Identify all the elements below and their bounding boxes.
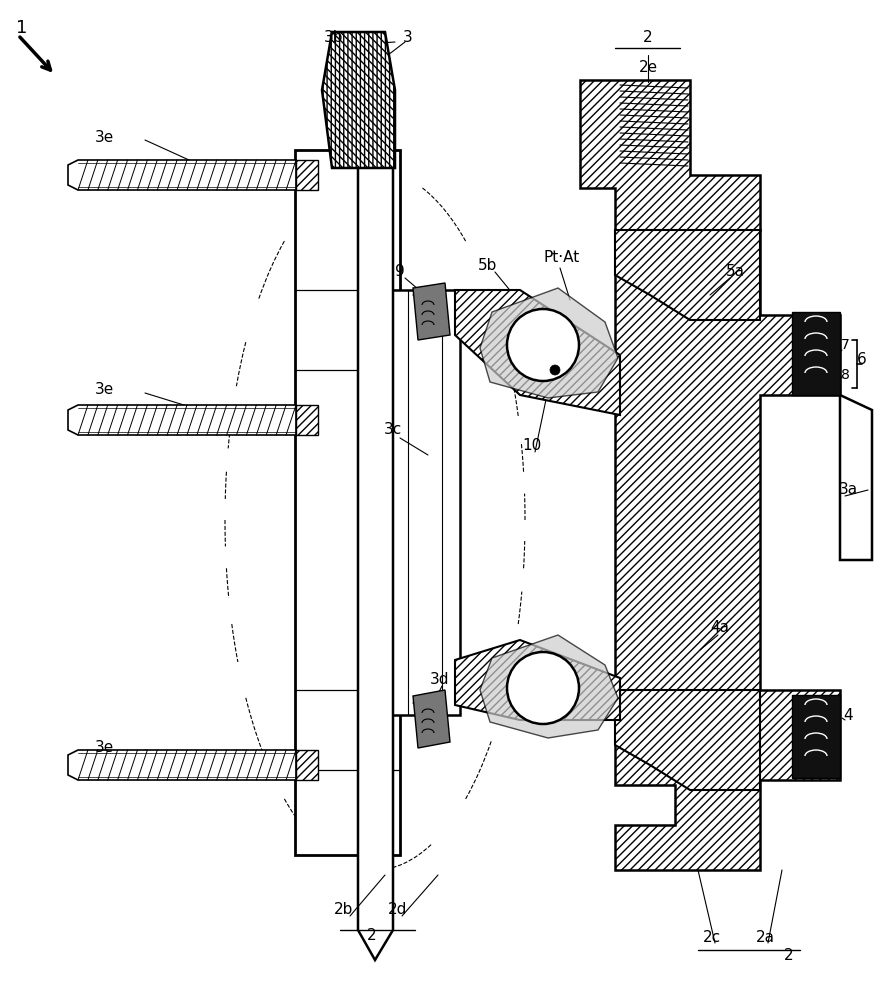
Text: Pt·At: Pt·At (544, 250, 580, 265)
Polygon shape (322, 32, 395, 168)
Polygon shape (358, 150, 393, 960)
Polygon shape (480, 635, 618, 738)
Polygon shape (792, 695, 840, 778)
Text: 3d: 3d (430, 672, 449, 688)
Text: 4: 4 (843, 708, 853, 722)
Polygon shape (455, 290, 620, 415)
Text: 3b: 3b (324, 30, 343, 45)
Polygon shape (68, 405, 296, 435)
Text: 3a: 3a (839, 483, 857, 497)
Text: 2b: 2b (335, 902, 354, 918)
Polygon shape (296, 405, 318, 435)
Circle shape (550, 365, 560, 375)
Text: 3e: 3e (94, 382, 114, 397)
Text: 6: 6 (857, 353, 867, 367)
Polygon shape (615, 230, 840, 870)
Polygon shape (480, 288, 618, 398)
Text: 3c: 3c (384, 422, 402, 438)
Polygon shape (413, 690, 450, 748)
Text: 2: 2 (367, 928, 377, 944)
Text: 8: 8 (841, 368, 849, 382)
Text: 10: 10 (523, 438, 541, 452)
Polygon shape (792, 312, 840, 395)
Polygon shape (295, 150, 400, 855)
Text: 3e: 3e (94, 130, 114, 145)
Text: 2: 2 (643, 30, 653, 45)
Text: 2: 2 (784, 948, 794, 962)
Polygon shape (68, 750, 296, 780)
Polygon shape (580, 80, 760, 230)
Circle shape (507, 652, 579, 724)
Polygon shape (455, 640, 620, 720)
Polygon shape (296, 160, 318, 190)
Text: 7: 7 (841, 338, 849, 352)
Polygon shape (296, 750, 318, 780)
Text: 3e: 3e (94, 740, 114, 756)
Text: 2c: 2c (703, 930, 721, 944)
Text: 3: 3 (404, 30, 413, 45)
Text: 5b: 5b (479, 257, 498, 272)
Polygon shape (68, 160, 296, 190)
Text: 4a: 4a (711, 620, 729, 636)
Polygon shape (615, 230, 760, 320)
Text: 2a: 2a (756, 930, 774, 944)
Text: 5a: 5a (726, 264, 744, 279)
Text: 2e: 2e (638, 60, 658, 76)
Text: 1: 1 (16, 19, 27, 37)
Polygon shape (840, 395, 872, 560)
Text: 2d: 2d (389, 902, 408, 918)
Polygon shape (390, 290, 460, 715)
Text: 9: 9 (395, 264, 405, 279)
Polygon shape (615, 690, 760, 790)
Circle shape (507, 309, 579, 381)
Polygon shape (413, 283, 450, 340)
